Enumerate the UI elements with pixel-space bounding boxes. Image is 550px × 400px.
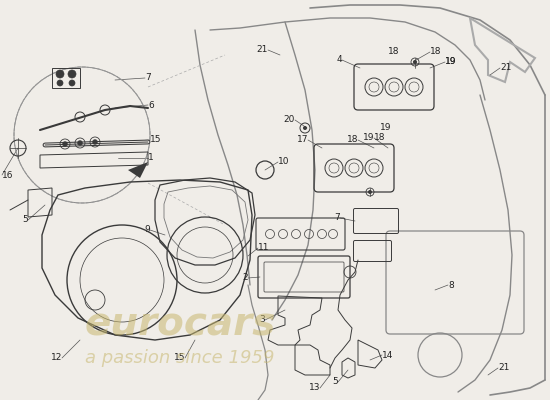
Text: 11: 11 [258,244,270,252]
Text: 5: 5 [22,216,28,224]
Polygon shape [128,162,148,178]
Text: 8: 8 [448,280,454,290]
Text: 1: 1 [148,154,154,162]
Circle shape [57,80,63,86]
Text: 19: 19 [445,58,456,66]
Circle shape [78,140,82,146]
Text: 21: 21 [498,364,509,372]
Text: 21: 21 [257,46,268,54]
Text: 6: 6 [148,100,154,110]
Text: 17: 17 [296,136,308,144]
Text: 10: 10 [278,158,289,166]
Text: 12: 12 [51,354,62,362]
Text: 3: 3 [259,316,265,324]
Text: 19: 19 [380,124,392,132]
Text: eurocars: eurocars [85,306,276,344]
Text: 16: 16 [2,170,14,180]
Circle shape [368,190,372,194]
Circle shape [56,70,64,78]
Text: 7: 7 [145,74,151,82]
Text: a passion since 1959: a passion since 1959 [85,349,274,367]
Text: 9: 9 [144,226,150,234]
Circle shape [303,126,307,130]
Circle shape [63,142,68,146]
Text: 21: 21 [500,64,512,72]
Text: 7: 7 [334,214,340,222]
Text: 15: 15 [173,354,185,362]
Circle shape [413,60,417,64]
Text: 18: 18 [388,48,399,56]
Text: 2: 2 [243,274,248,282]
Circle shape [69,80,75,86]
Text: 19: 19 [362,134,374,142]
Text: 19: 19 [445,58,456,66]
Text: 15: 15 [150,136,162,144]
Text: 18: 18 [346,136,358,144]
Text: 20: 20 [284,116,295,124]
Text: 5: 5 [332,378,338,386]
Text: 18: 18 [374,134,386,142]
Circle shape [92,140,97,144]
Text: 4: 4 [337,56,342,64]
Text: 14: 14 [382,350,393,360]
Circle shape [68,70,76,78]
Text: 18: 18 [430,48,442,56]
Text: 13: 13 [309,384,320,392]
